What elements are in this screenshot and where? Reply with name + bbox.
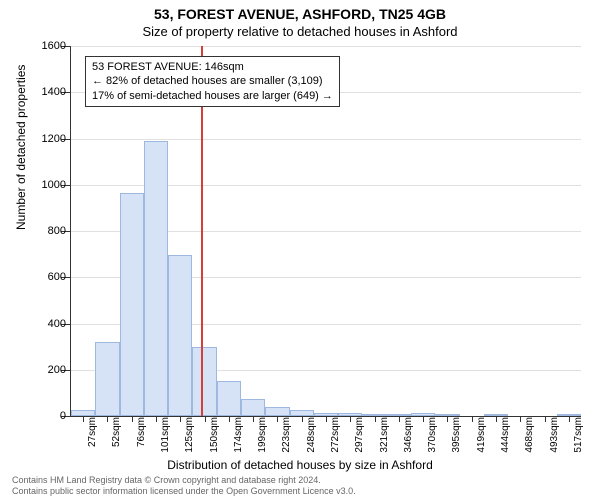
x-tick-label: 223sqm [281, 417, 292, 453]
histogram-bar [265, 407, 289, 416]
x-tick-label: 444sqm [500, 417, 511, 453]
histogram-bar [192, 347, 216, 416]
x-tick-label: 346sqm [403, 417, 414, 453]
y-tick-label: 800 [26, 225, 66, 237]
annotation-line: ← 82% of detached houses are smaller (3,… [92, 74, 333, 88]
x-tick-label: 468sqm [524, 417, 535, 453]
x-tick-label: 517sqm [573, 417, 584, 453]
footer-line: Contains public sector information licen… [12, 486, 356, 497]
x-tick-label: 419sqm [476, 417, 487, 453]
x-tick-label: 272sqm [330, 417, 341, 453]
page-subtitle: Size of property relative to detached ho… [0, 22, 600, 39]
x-axis-label: Distribution of detached houses by size … [0, 458, 600, 472]
x-tick-label: 52sqm [111, 417, 122, 447]
histogram-bar [217, 381, 241, 416]
page-title: 53, FOREST AVENUE, ASHFORD, TN25 4GB [0, 0, 600, 22]
x-tick-label: 370sqm [427, 417, 438, 453]
histogram-bar [168, 255, 192, 416]
x-tick-label: 199sqm [257, 417, 268, 453]
y-tick-label: 400 [26, 318, 66, 330]
y-tick-label: 600 [26, 271, 66, 283]
x-tick-label: 395sqm [451, 417, 462, 453]
histogram-chart: 0200400600800100012001400160027sqm52sqm7… [70, 46, 581, 417]
x-tick-label: 174sqm [233, 417, 244, 453]
x-tick-label: 125sqm [184, 417, 195, 453]
histogram-bar [120, 193, 144, 416]
x-tick-label: 76sqm [136, 417, 147, 447]
y-tick-label: 1600 [26, 40, 66, 52]
x-tick-label: 150sqm [209, 417, 220, 453]
footer-attribution: Contains HM Land Registry data © Crown c… [12, 475, 356, 497]
y-tick-label: 1400 [26, 86, 66, 98]
x-tick-label: 27sqm [87, 417, 98, 447]
x-tick-label: 321sqm [379, 417, 390, 453]
histogram-bar [144, 141, 168, 416]
x-tick-label: 248sqm [306, 417, 317, 453]
y-tick-label: 1000 [26, 179, 66, 191]
x-tick-label: 297sqm [354, 417, 365, 453]
x-tick-label: 101sqm [160, 417, 171, 453]
footer-line: Contains HM Land Registry data © Crown c… [12, 475, 356, 486]
histogram-bar [95, 342, 119, 416]
y-tick-label: 0 [26, 410, 66, 422]
annotation-line: 53 FOREST AVENUE: 146sqm [92, 60, 333, 74]
y-tick-label: 1200 [26, 133, 66, 145]
histogram-bar [241, 399, 265, 416]
x-tick-label: 493sqm [549, 417, 560, 453]
annotation-box: 53 FOREST AVENUE: 146sqm← 82% of detache… [85, 56, 340, 107]
annotation-line: 17% of semi-detached houses are larger (… [92, 89, 333, 103]
y-tick-label: 200 [26, 364, 66, 376]
